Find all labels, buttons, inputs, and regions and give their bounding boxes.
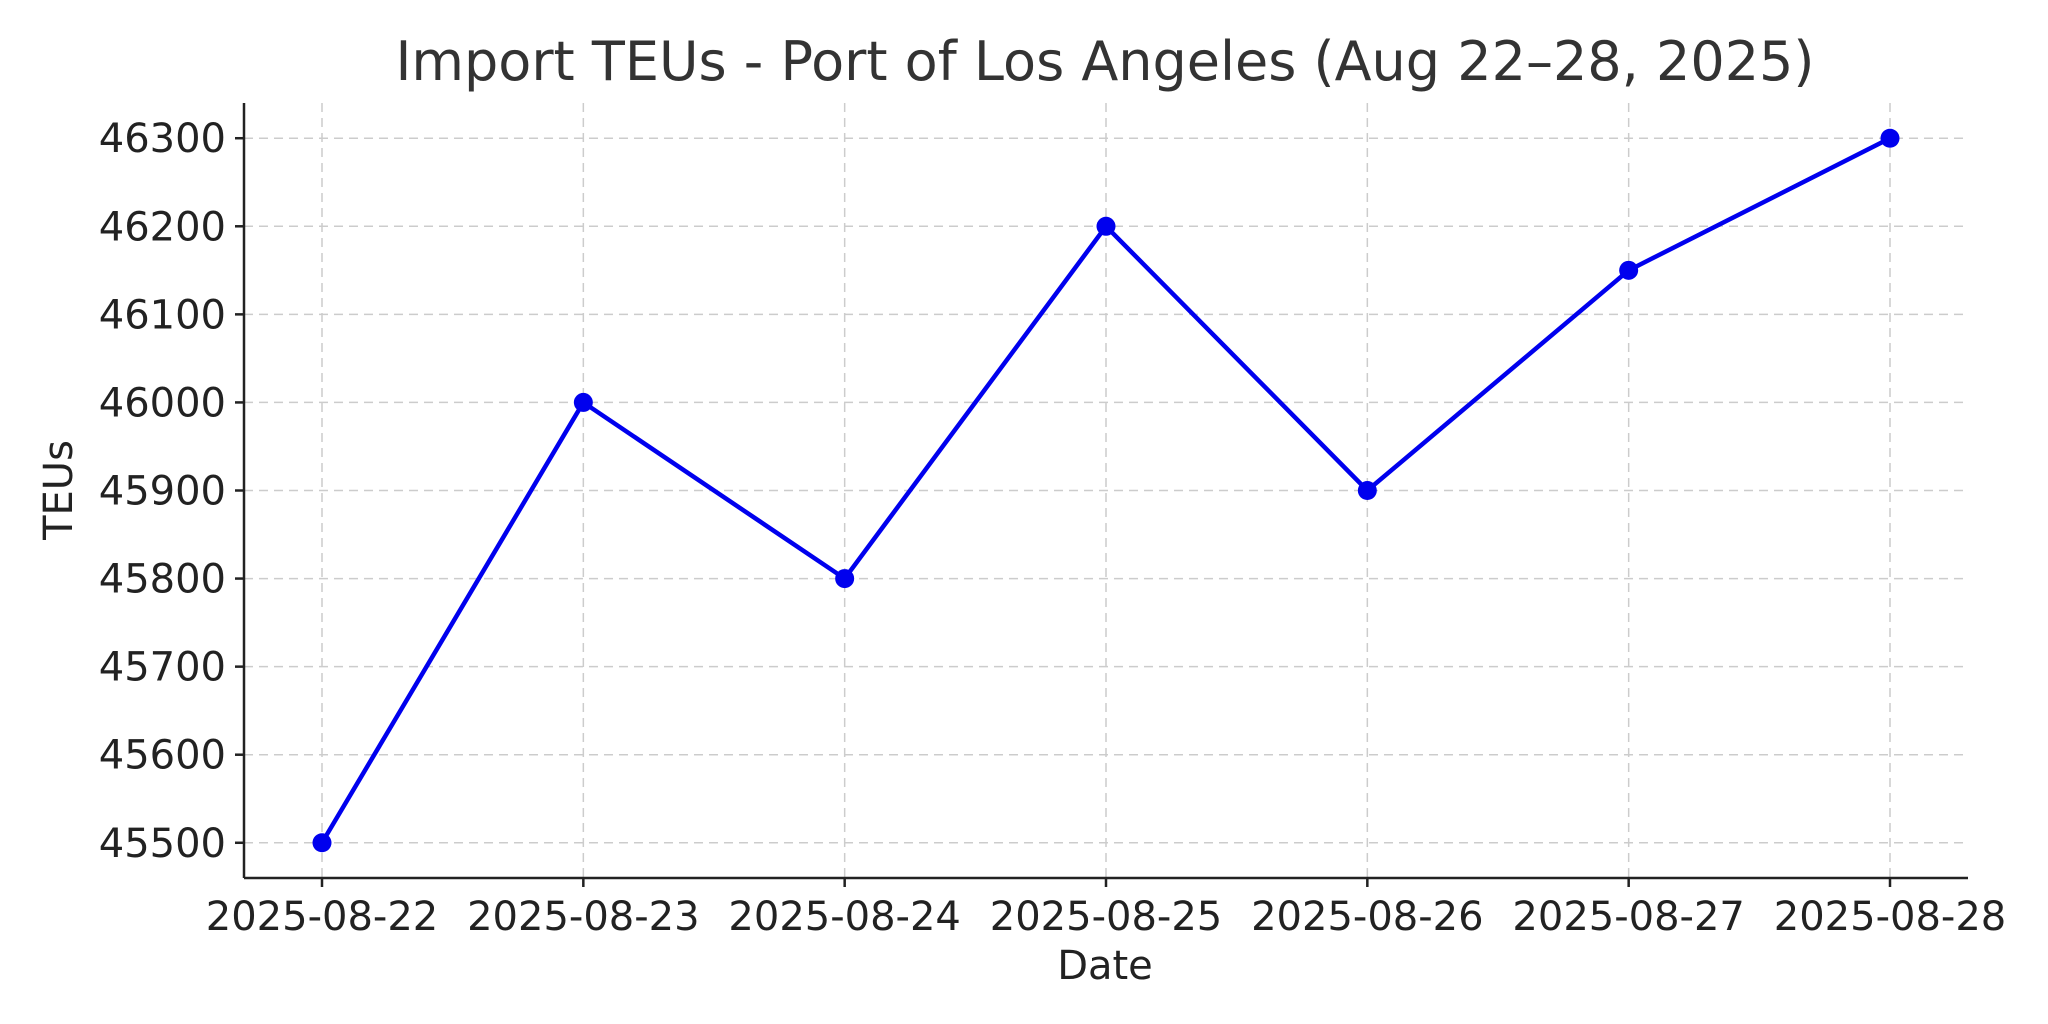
y-tick-label: 45700 (99, 645, 226, 691)
x-tick-label: 2025-08-23 (467, 894, 699, 940)
y-tick-label: 46300 (99, 116, 226, 162)
y-tick-label: 46100 (99, 292, 226, 338)
series-layer (312, 128, 1900, 853)
y-tick-label: 45900 (99, 469, 226, 515)
data-point (1096, 216, 1116, 236)
x-tick-label: 2025-08-24 (728, 894, 960, 940)
x-tick-label: 2025-08-28 (1774, 894, 2006, 940)
data-point (835, 569, 855, 589)
data-point (1619, 260, 1639, 280)
x-tick-label: 2025-08-26 (1251, 894, 1483, 940)
y-tick-label: 46000 (99, 380, 226, 426)
data-point (573, 392, 593, 412)
tick-marks (235, 136, 1892, 887)
y-axis-label: TEUs (36, 440, 82, 541)
x-tick-label: 2025-08-27 (1512, 894, 1744, 940)
chart-title: Import TEUs - Port of Los Angeles (Aug 2… (396, 30, 1815, 93)
y-tick-label: 45800 (99, 557, 226, 603)
y-tick-label: 46200 (99, 204, 226, 250)
y-tick-label: 45500 (99, 821, 226, 867)
data-point (1880, 128, 1900, 148)
y-tick-labels: 45500 45600 45700 45800 45900 46000 46100 46200… (99, 116, 226, 867)
x-axis-label: Date (1057, 943, 1153, 989)
x-tick-label: 2025-08-25 (990, 894, 1222, 940)
y-tick-label: 45600 (99, 733, 226, 779)
x-tick-labels: 2025-08-22 2025-08-23 2025-08-24 2025-08-25… (206, 894, 2006, 940)
data-point (1357, 481, 1377, 500)
data-point (312, 833, 332, 853)
x-tick-label: 2025-08-22 (206, 894, 438, 940)
